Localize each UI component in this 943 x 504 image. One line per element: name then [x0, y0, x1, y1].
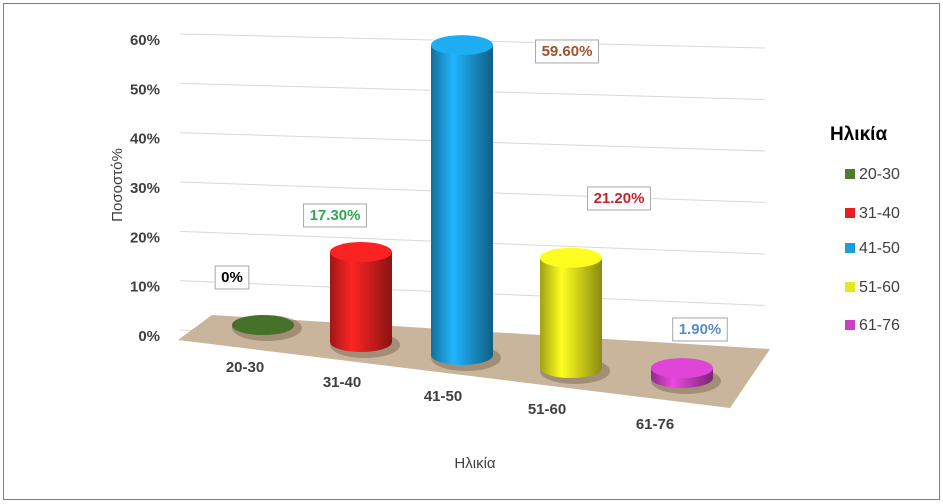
bar — [431, 45, 493, 365]
data-label: 59.60% — [542, 43, 593, 60]
bar — [330, 252, 392, 352]
y-axis-title: Ποσοστό% — [109, 148, 126, 222]
bar — [540, 257, 602, 378]
bar-top — [431, 35, 493, 56]
y-tick-label: 60% — [130, 32, 160, 49]
legend-label: 61-76 — [859, 317, 900, 334]
y-tick-label: 20% — [130, 229, 160, 246]
legend-swatch — [845, 208, 855, 218]
legend-label: 20-30 — [859, 166, 900, 183]
bar-top — [540, 247, 602, 268]
data-label-box — [214, 265, 250, 290]
legend-swatch — [845, 243, 855, 253]
data-label: 17.30% — [310, 207, 361, 224]
legend-label: 51-60 — [859, 279, 900, 296]
x-axis-title: Ηλικία — [454, 455, 495, 472]
data-label: 21.20% — [594, 190, 645, 207]
x-tick-label: 51-60 — [528, 401, 566, 418]
y-tick-label: 10% — [130, 279, 160, 296]
data-label-box — [587, 186, 651, 211]
data-label-box — [303, 203, 367, 228]
x-tick-label: 20-30 — [226, 359, 264, 376]
y-tick-label: 40% — [130, 131, 160, 148]
legend-swatch — [845, 320, 855, 330]
data-label: 0% — [221, 269, 243, 286]
y-tick-label: 0% — [138, 328, 160, 345]
data-label-box — [672, 317, 728, 342]
y-tick-label: 30% — [130, 180, 160, 197]
bar-top — [651, 358, 713, 379]
legend-swatch — [845, 282, 855, 292]
legend-swatch — [845, 169, 855, 179]
data-label-box — [535, 39, 599, 64]
data-label: 1.90% — [679, 321, 722, 338]
x-tick-label: 41-50 — [424, 388, 462, 405]
legend-label: 31-40 — [859, 205, 900, 222]
legend-title: Ηλικία — [830, 124, 887, 145]
bar-top — [232, 315, 294, 335]
x-tick-label: 31-40 — [323, 374, 361, 391]
x-tick-label: 61-76 — [636, 416, 674, 433]
legend-label: 41-50 — [859, 240, 900, 257]
bar-top — [330, 242, 392, 263]
y-tick-label: 50% — [130, 81, 160, 98]
